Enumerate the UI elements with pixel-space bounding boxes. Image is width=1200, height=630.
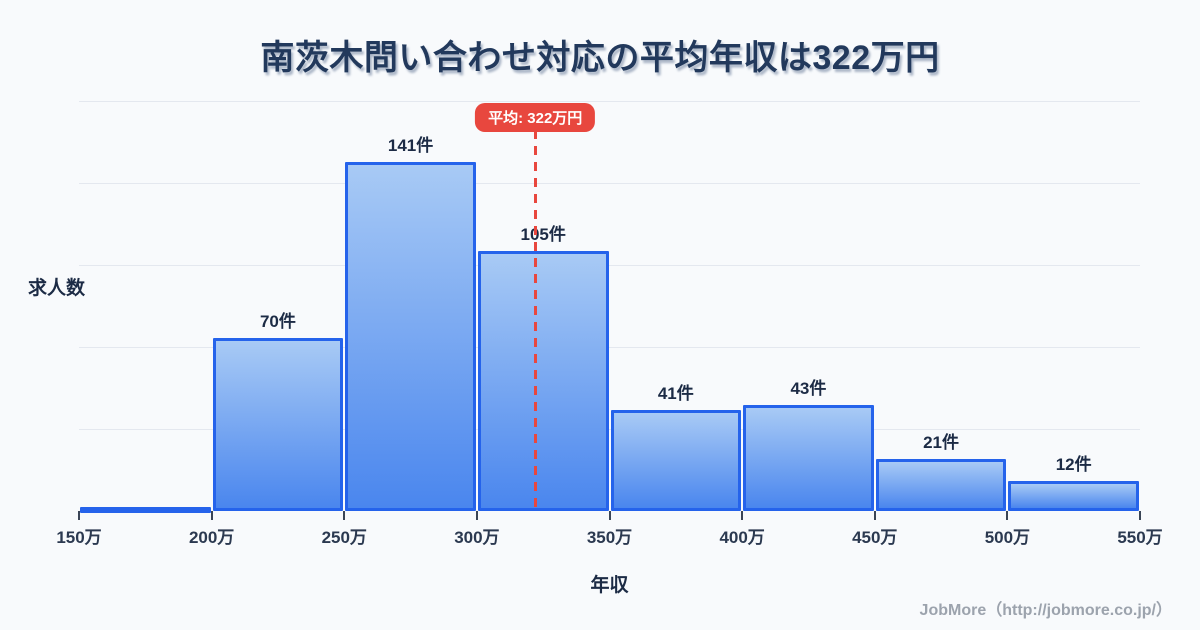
x-tick-mark — [475, 511, 478, 520]
average-line — [533, 130, 537, 511]
x-tick-label: 300万 — [454, 528, 500, 547]
bar-value-label: 70件 — [259, 312, 296, 331]
bar-value-label: 43件 — [790, 379, 827, 398]
x-tick-label: 200万 — [188, 528, 235, 547]
x-axis-label: 年収 — [590, 575, 629, 596]
x-tick-label: 250万 — [321, 528, 367, 547]
x-tick-mark — [1139, 511, 1141, 520]
y-axis-label: 求人数 — [28, 278, 86, 299]
x-tick-label: 150万 — [56, 528, 102, 547]
page-title: 南茨木問い合わせ対応の平均年収は322万円 — [260, 39, 940, 77]
x-tick-label: 450万 — [852, 528, 898, 547]
bar-value-label: 105件 — [520, 225, 566, 244]
histogram-bar — [1008, 481, 1139, 511]
gridline — [79, 429, 1140, 430]
x-tick-mark — [873, 511, 876, 520]
histogram-bar — [80, 507, 211, 513]
histogram-bar — [875, 459, 1007, 511]
x-tick-label: 400万 — [719, 528, 765, 547]
bar-value-label: 141件 — [387, 136, 434, 155]
histogram-bar — [743, 405, 874, 511]
histogram-bar — [477, 251, 609, 511]
bar-value-label: 21件 — [923, 433, 960, 452]
x-tick-label: 550万 — [1117, 528, 1163, 547]
gridline — [79, 265, 1140, 266]
bar-value-label: 12件 — [1055, 455, 1092, 474]
histogram-bar — [345, 162, 476, 511]
x-tick-mark — [608, 511, 611, 520]
gridline — [79, 183, 1140, 184]
histogram-bar — [212, 338, 344, 511]
x-tick-label: 500万 — [984, 528, 1031, 547]
x-tick-mark — [210, 511, 213, 520]
gridline — [79, 101, 1140, 102]
x-tick-mark — [78, 511, 80, 520]
x-tick-mark — [1006, 511, 1009, 520]
histogram-bar — [610, 410, 742, 511]
x-tick-mark — [343, 511, 346, 520]
bar-value-label: 41件 — [657, 384, 694, 403]
gridline — [79, 347, 1140, 348]
footer-credit: JobMore（http://jobmore.co.jp/） — [919, 602, 1172, 619]
x-tick-mark — [741, 511, 744, 520]
x-tick-label: 350万 — [586, 528, 633, 547]
average-badge: 平均: 322万円 — [475, 103, 596, 132]
